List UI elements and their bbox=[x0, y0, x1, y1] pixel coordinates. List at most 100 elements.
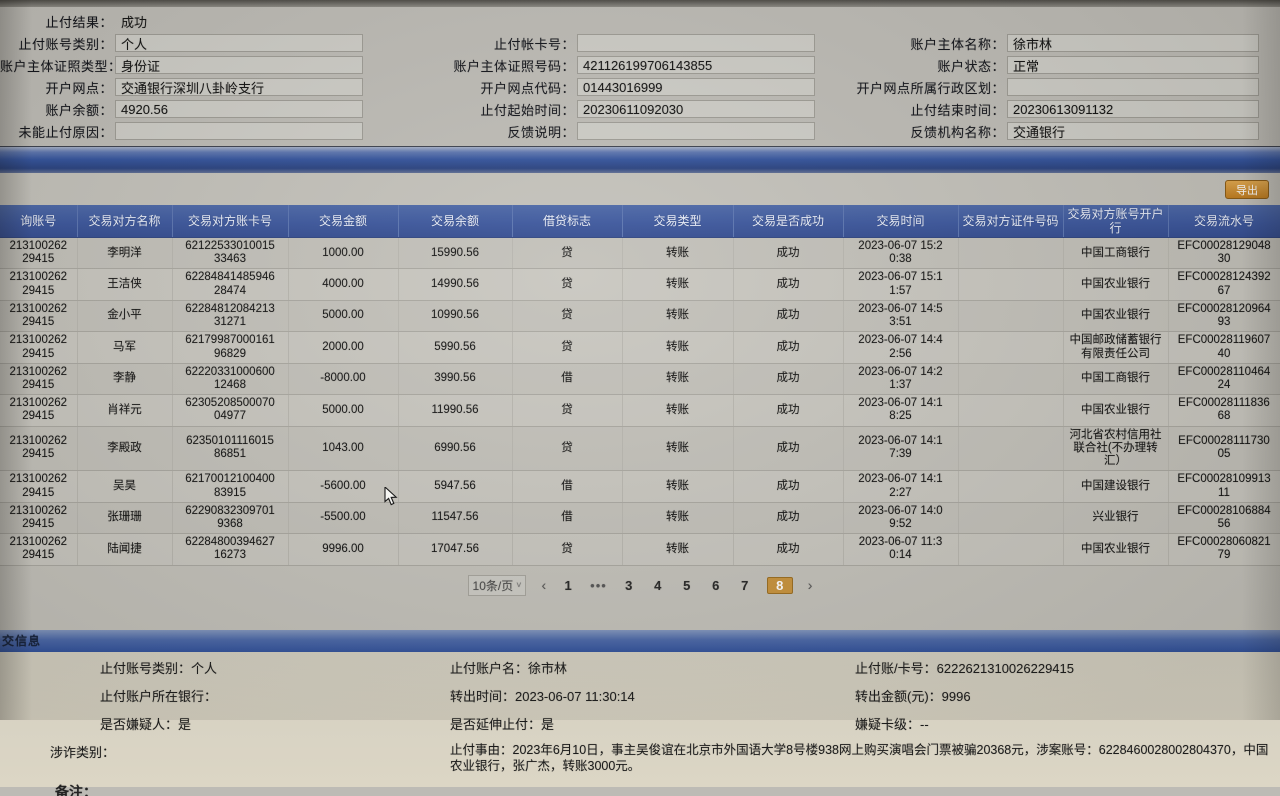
form-row: 账户主体证照类型： 身份证 账户主体证照号码： 4211261997061438… bbox=[0, 54, 1280, 76]
cell-counterparty-bank: 兴业银行 bbox=[1063, 502, 1169, 535]
cell-tx-type: 转账 bbox=[622, 470, 734, 503]
cell-counterparty-card: 62170012100400 83915 bbox=[172, 470, 289, 503]
field-value: 身份证 bbox=[115, 56, 363, 74]
cell-debit-credit: 贷 bbox=[512, 426, 623, 472]
cell-counterparty-name: 吴昊 bbox=[77, 470, 173, 503]
cell-tx-type: 转账 bbox=[622, 237, 734, 270]
cell-counterparty-bank: 中国工商银行 bbox=[1063, 363, 1169, 396]
cell-debit-credit: 贷 bbox=[512, 533, 623, 566]
page-button-1[interactable]: 1 bbox=[564, 577, 572, 593]
cell-debit-credit: 贷 bbox=[512, 331, 623, 364]
info-stop-account-bank: 止付账户所在银行： bbox=[100, 688, 218, 704]
info-transfer-time: 转出时间：2023-06-07 11:30:14 bbox=[450, 688, 635, 704]
cell-balance: 14990.56 bbox=[398, 268, 513, 301]
transfer-info-section: 止付账号类别：个人 止付账户名：徐市林 止付账/卡号：6222621310026… bbox=[0, 651, 1280, 796]
transactions-section: 导出 询账号 交易对方名称 交易对方账卡号 交易金额 交易余额 借贷标志 交易类… bbox=[0, 173, 1280, 609]
cell-counterparty-id bbox=[958, 470, 1064, 503]
page-size-select[interactable]: 10条/页 ˅ bbox=[467, 574, 527, 596]
cell-debit-credit: 贷 bbox=[512, 268, 623, 301]
prev-page-button[interactable]: ‹ bbox=[541, 577, 547, 594]
cell-amount: 1043.00 bbox=[288, 426, 399, 472]
field-cert-type: 账户主体证照类型： 身份证 bbox=[0, 54, 363, 76]
table-row: 213100262 29415 李殿政 62350101116015 86851… bbox=[0, 426, 1280, 472]
form-row: 开户网点： 交通银行深圳八卦岭支行 开户网点代码： 01443016999 开户… bbox=[0, 76, 1280, 98]
cell-counterparty-id bbox=[958, 363, 1064, 396]
col-header-counterparty-card: 交易对方账卡号 bbox=[172, 205, 289, 238]
field-stop-card-no: 止付帐卡号： bbox=[363, 32, 815, 54]
cell-tx-time: 2023-06-07 14:2 1:37 bbox=[843, 363, 959, 396]
cell-counterparty-bank: 中国农业银行 bbox=[1063, 533, 1169, 566]
cell-counterparty-id bbox=[958, 394, 1064, 427]
cell-counterparty-name: 马军 bbox=[77, 331, 173, 364]
page-button-5[interactable]: 5 bbox=[683, 577, 691, 593]
page-button-7[interactable]: 7 bbox=[741, 577, 749, 593]
info-row: 止付账户所在银行： 转出时间：2023-06-07 11:30:14 转出金额(… bbox=[0, 680, 1280, 708]
field-label: 开户网点所属行政区划： bbox=[856, 80, 1005, 96]
cell-query-account: 213100262 29415 bbox=[0, 363, 78, 396]
cell-counterparty-name: 张珊珊 bbox=[77, 502, 173, 535]
info-transfer-amount: 转出金额(元)：9996 bbox=[855, 688, 971, 704]
cell-balance: 11990.56 bbox=[398, 394, 513, 427]
cell-query-account: 213100262 29415 bbox=[0, 533, 78, 566]
cell-counterparty-card: 62284800394627 16273 bbox=[172, 533, 289, 566]
table-row: 213100262 29415 吴昊 62170012100400 83915 … bbox=[0, 470, 1280, 503]
cell-flow-no: EFC00028129048 30 bbox=[1168, 237, 1280, 270]
field-value: 20230611092030 bbox=[577, 100, 815, 118]
table-row: 213100262 29415 张珊珊 62290832309701 9368 … bbox=[0, 502, 1280, 535]
cell-counterparty-name: 王洁侠 bbox=[77, 268, 173, 301]
field-value bbox=[577, 122, 815, 140]
field-value: 20230613091132 bbox=[1007, 100, 1259, 118]
info-row-case: 涉诈类别： 止付事由：2023年6月10日，事主吴俊谊在北京市外国语大学8号楼9… bbox=[0, 736, 1280, 776]
info-suspect-card-level: 嫌疑卡级：-- bbox=[855, 716, 929, 732]
cell-counterparty-bank: 中国农业银行 bbox=[1063, 394, 1169, 427]
cell-query-account: 213100262 29415 bbox=[0, 502, 78, 535]
cell-debit-credit: 贷 bbox=[512, 237, 623, 270]
field-value bbox=[115, 122, 363, 140]
cell-tx-success: 成功 bbox=[733, 331, 844, 364]
page-size-label: 10条/页 bbox=[472, 578, 514, 593]
col-header-balance: 交易余额 bbox=[398, 205, 513, 238]
page-button-3[interactable]: 3 bbox=[625, 577, 633, 593]
col-header-amount: 交易金额 bbox=[288, 205, 399, 238]
field-label: 止付帐卡号： bbox=[493, 36, 575, 52]
page-button-4[interactable]: 4 bbox=[654, 577, 662, 593]
cell-debit-credit: 借 bbox=[512, 470, 623, 503]
form-row: 未能止付原因： 反馈说明： 反馈机构名称： 交通银行 bbox=[0, 120, 1280, 142]
section-divider-bar bbox=[0, 146, 1280, 173]
cell-counterparty-name: 李静 bbox=[77, 363, 173, 396]
field-value: 421126199706143855 bbox=[577, 56, 815, 74]
table-row: 213100262 29415 肖祥元 62305208500070 04977… bbox=[0, 394, 1280, 427]
page-button-6[interactable]: 6 bbox=[712, 577, 720, 593]
cell-tx-time: 2023-06-07 15:1 1:57 bbox=[843, 268, 959, 301]
cell-counterparty-bank: 中国工商银行 bbox=[1063, 237, 1169, 270]
table-row: 213100262 29415 李明洋 62122533010015 33463… bbox=[0, 237, 1280, 270]
page-button-8-current[interactable]: 8 bbox=[766, 576, 793, 594]
cell-balance: 15990.56 bbox=[398, 237, 513, 270]
cell-balance: 3990.56 bbox=[398, 363, 513, 396]
field-value: 4920.56 bbox=[115, 100, 363, 118]
field-label: 开户网点代码： bbox=[480, 80, 575, 96]
cell-counterparty-bank: 中国建设银行 bbox=[1063, 470, 1169, 503]
cell-counterparty-id bbox=[958, 300, 1064, 333]
field-label: 账户主体证照号码： bbox=[453, 58, 575, 74]
cell-tx-time: 2023-06-07 14:1 2:27 bbox=[843, 470, 959, 503]
form-row: 止付结果： 成功 bbox=[0, 10, 1280, 32]
table-row: 213100262 29415 李静 62220331000600 12468 … bbox=[0, 363, 1280, 396]
page-ellipsis[interactable]: ••• bbox=[590, 577, 607, 593]
cell-tx-success: 成功 bbox=[733, 533, 844, 566]
field-branch-code: 开户网点代码： 01443016999 bbox=[363, 76, 815, 98]
pagination: 10条/页 ˅ ‹ 1 ••• 3 4 5 6 7 8 › bbox=[0, 565, 1280, 609]
field-feedback-org: 反馈机构名称： 交通银行 bbox=[815, 120, 1259, 142]
form-row: 账户余额： 4920.56 止付起始时间： 20230611092030 止付结… bbox=[0, 98, 1280, 120]
cell-counterparty-card: 62284812084213 31271 bbox=[172, 300, 289, 333]
cell-balance: 11547.56 bbox=[398, 502, 513, 535]
cell-tx-type: 转账 bbox=[622, 502, 734, 535]
next-page-button[interactable]: › bbox=[807, 577, 813, 594]
export-button[interactable]: 导出 bbox=[1225, 180, 1269, 199]
col-header-query-account: 询账号 bbox=[0, 205, 78, 238]
field-balance: 账户余额： 4920.56 bbox=[0, 98, 363, 120]
cell-balance: 6990.56 bbox=[398, 426, 513, 472]
cell-counterparty-card: 62122533010015 33463 bbox=[172, 237, 289, 270]
col-header-debit-credit: 借贷标志 bbox=[512, 205, 623, 238]
col-header-tx-time: 交易时间 bbox=[843, 205, 959, 238]
